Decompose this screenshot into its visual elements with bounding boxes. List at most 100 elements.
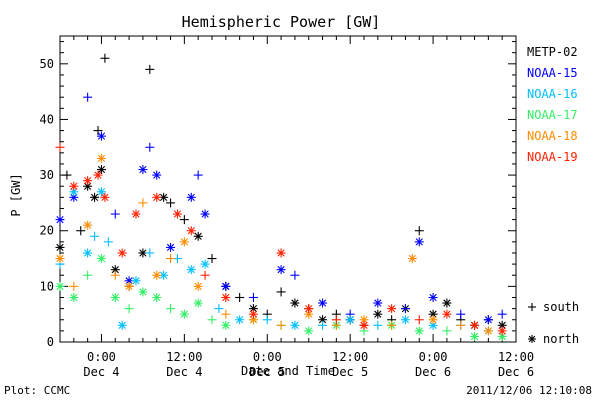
data-point-noaa-19-north — [83, 176, 93, 186]
data-point-noaa-16-north — [96, 187, 106, 197]
data-point-noaa-15-north — [55, 215, 65, 225]
x-tick-label-time: 12:00 — [498, 350, 534, 364]
data-point-noaa-17-north — [69, 292, 79, 302]
legend-entry-noaa-19: NOAA-19 — [527, 150, 578, 164]
data-point-noaa-16-south — [145, 248, 155, 258]
data-point-noaa-18-north — [483, 326, 493, 336]
marker-stroke — [388, 304, 396, 313]
marker-stroke — [56, 215, 64, 224]
data-point-noaa-17-north — [179, 309, 189, 319]
data-point-noaa-15-north — [276, 265, 286, 275]
marker-stroke — [470, 332, 479, 341]
marker-stroke — [249, 304, 258, 313]
footer-plot-source: Plot: CCMC — [4, 384, 71, 397]
marker-stroke — [70, 193, 78, 201]
data-point-noaa-15-north — [200, 209, 210, 219]
data-point-noaa-19-north — [276, 248, 286, 258]
data-point-noaa-15-north — [96, 131, 106, 141]
data-point-noaa-17-south — [207, 315, 217, 325]
marker-stroke — [374, 310, 382, 318]
data-point-noaa-19-north — [69, 181, 79, 191]
marker-stroke — [84, 177, 92, 185]
data-point-noaa-17-north — [221, 320, 231, 330]
data-point-noaa-19-north — [152, 192, 162, 202]
data-point-noaa-16-south — [90, 231, 100, 241]
y-tick-label: 10 — [40, 279, 54, 293]
marker-stroke — [408, 254, 416, 263]
data-point-noaa-15-south — [248, 292, 258, 302]
y-tick-label: 20 — [40, 224, 54, 238]
data-point-noaa-17-north — [470, 331, 480, 341]
marker-stroke — [249, 310, 258, 318]
marker-stroke — [429, 293, 437, 302]
data-point-noaa-19-north — [387, 304, 397, 314]
marker-stroke — [118, 321, 126, 329]
data-point-metp-02-south — [414, 226, 424, 236]
data-point-noaa-19-south — [200, 270, 210, 280]
data-point-noaa-16-north — [117, 320, 127, 330]
marker-stroke — [56, 254, 64, 263]
data-point-noaa-16-south — [103, 237, 113, 247]
marker-stroke — [249, 316, 258, 324]
data-point-noaa-15-south — [193, 170, 203, 180]
data-point-noaa-18-south — [110, 270, 120, 280]
data-point-noaa-16-north — [186, 265, 196, 275]
marker-stroke — [305, 304, 313, 313]
data-point-noaa-17-south — [166, 304, 176, 314]
data-point-noaa-19-north — [497, 326, 507, 336]
marker-stroke — [277, 249, 285, 257]
marker-stroke — [346, 316, 354, 324]
marker-stroke — [291, 321, 299, 329]
data-point-noaa-16-north — [131, 276, 141, 286]
marker-stroke — [528, 335, 536, 343]
x-tick-label-time: 0:00 — [253, 350, 282, 364]
data-point-noaa-16-north — [83, 248, 93, 258]
data-point-noaa-16-south — [262, 315, 272, 325]
marker-stroke — [84, 221, 92, 229]
data-point-noaa-18-north — [359, 315, 369, 325]
marker-stroke — [90, 193, 99, 201]
marker-stroke — [429, 316, 437, 324]
marker-stroke — [139, 249, 147, 257]
marker-stroke — [173, 210, 182, 218]
data-point-noaa-18-north — [193, 281, 203, 291]
legend-entry-noaa-15: NOAA-15 — [527, 66, 578, 80]
legend-entry-noaa-18: NOAA-18 — [527, 129, 578, 143]
legend-label-north: north — [543, 332, 579, 346]
x-tick-label-time: 0:00 — [87, 350, 116, 364]
data-point-noaa-19-north — [304, 304, 314, 314]
data-point-noaa-15-south — [145, 142, 155, 152]
data-point-metp-02-south — [100, 53, 110, 63]
data-point-noaa-18-south — [276, 320, 286, 330]
data-point-noaa-16-north — [400, 315, 410, 325]
marker-stroke — [201, 210, 209, 218]
data-point-noaa-19-north — [442, 309, 452, 319]
data-point-noaa-15-north — [166, 242, 176, 252]
marker-stroke — [415, 238, 423, 246]
marker-stroke — [187, 227, 195, 235]
marker-stroke — [111, 266, 119, 274]
data-point-noaa-16-south — [373, 320, 383, 330]
marker-stroke — [97, 165, 106, 174]
marker-stroke — [97, 132, 106, 140]
data-point-noaa-17-north — [497, 331, 507, 341]
data-point-noaa-19-north — [100, 192, 110, 202]
legend-entry-noaa-16: NOAA-16 — [527, 87, 578, 101]
marker-stroke — [70, 293, 78, 302]
x-tick-label-date: Dec 4 — [83, 365, 119, 379]
data-point-noaa-19-south — [414, 315, 424, 325]
data-point-noaa-16-north — [200, 259, 210, 269]
marker-stroke — [443, 299, 451, 307]
legend-symbol-south — [528, 303, 536, 311]
data-point-metp-02-north — [55, 242, 65, 252]
legend-entry-noaa-17: NOAA-17 — [527, 108, 578, 122]
marker-stroke — [484, 327, 492, 335]
x-tick-label-time: 0:00 — [419, 350, 448, 364]
marker-stroke — [401, 316, 410, 324]
data-point-noaa-15-south — [497, 309, 507, 319]
data-point-noaa-18-north — [407, 254, 417, 264]
data-point-noaa-17-north — [138, 287, 148, 297]
marker-stroke — [70, 188, 78, 196]
x-tick-label-date: Dec 6 — [415, 365, 451, 379]
marker-stroke — [132, 277, 140, 285]
